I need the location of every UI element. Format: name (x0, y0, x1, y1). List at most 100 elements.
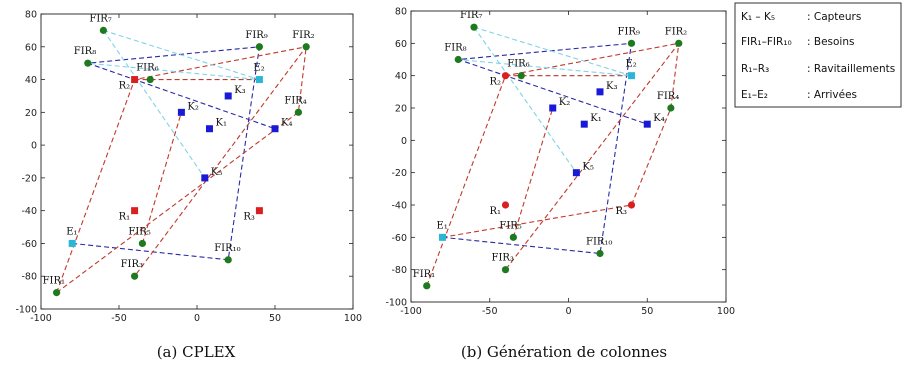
y-tick-label: 20 (25, 108, 37, 119)
fir1-label: FIR₁ (43, 276, 65, 287)
e2-marker (255, 76, 263, 84)
y-tick-label: -20 (21, 173, 37, 184)
k5-label: K₅ (211, 167, 222, 178)
y-tick-label: -80 (391, 265, 407, 276)
legend-key-besoins: FIR₁–FIR₁₀ (741, 36, 792, 48)
k2-marker (549, 104, 557, 112)
x-tick-label: 0 (194, 313, 200, 324)
plot-frame (40, 13, 354, 310)
fir3-label: FIR₃ (121, 259, 143, 270)
fir5-marker (138, 239, 146, 248)
legend-box: K₁ – K₅ : Capteurs FIR₁–FIR₁₀ : Besoins … (734, 2, 902, 108)
fir5-label: FIR₅ (128, 226, 150, 237)
route-cyan (102, 30, 206, 179)
k5-marker (201, 174, 209, 182)
r3-label: R₃ (616, 206, 628, 217)
route-red (426, 42, 681, 286)
y-tick-label: 40 (395, 71, 407, 82)
legend-desc-ravitaillements: : Ravitaillements (807, 63, 895, 75)
plot-frame (410, 10, 727, 303)
fir10-label: FIR₁₀ (214, 243, 240, 254)
fir2-label: FIR₂ (292, 30, 314, 41)
y-tick-label: 0 (31, 141, 37, 152)
fir6-marker (517, 72, 525, 80)
legend-desc-besoins: : Besoins (807, 36, 854, 48)
fir8-label: FIR₈ (444, 43, 466, 54)
k4-label: K₄ (653, 113, 664, 124)
route-red (56, 46, 307, 294)
legend-key-ravitaillements: R₁–R₃ (741, 63, 769, 75)
fir7-label: FIR₇ (89, 13, 111, 24)
y-tick-label: -60 (391, 233, 407, 244)
y-tick-label: -60 (21, 239, 37, 250)
fir4-marker (294, 108, 302, 116)
y-tick-label: -20 (391, 168, 407, 179)
r3-label: R₃ (243, 212, 255, 223)
route-red (56, 45, 308, 293)
r3-marker (627, 201, 636, 209)
fir6-marker (146, 75, 154, 84)
r1-marker (501, 201, 510, 209)
fir1-marker (53, 289, 61, 297)
fir7-marker (470, 23, 478, 31)
k2-label: K₂ (559, 97, 570, 108)
panel-caption: (a) CPLEX (157, 343, 236, 361)
k2-marker (177, 108, 185, 116)
e2-marker (628, 72, 635, 80)
fir9-label: FIR₉ (618, 26, 640, 37)
y-tick-label: 40 (25, 75, 37, 86)
fir2-marker (302, 43, 310, 51)
e1-marker (68, 239, 76, 247)
e1-label: E₁ (66, 226, 77, 237)
legend-desc-arrivees: : Arrivées (807, 89, 857, 101)
route-red (141, 112, 182, 244)
fir4-label: FIR₄ (657, 91, 679, 102)
k3-label: K₃ (234, 85, 245, 96)
x-tick-label: -100 (400, 306, 422, 317)
route-cyan (473, 26, 577, 174)
k1-marker (205, 125, 213, 133)
fir9-marker (627, 39, 636, 47)
y-tick-label: 0 (401, 136, 407, 147)
k1-marker (580, 120, 588, 128)
legend-frame (734, 2, 902, 108)
fir3-label: FIR₃ (492, 253, 514, 264)
r2-label: R₂ (119, 81, 131, 92)
y-tick-label: 20 (395, 104, 407, 115)
e1-marker (439, 233, 446, 241)
fir8-marker (454, 55, 462, 64)
fir1-label: FIR₁ (413, 269, 435, 280)
fir7-label: FIR₇ (460, 10, 482, 21)
e1-label: E₁ (437, 220, 448, 231)
fir4-label: FIR₄ (284, 95, 306, 106)
r1-label: R₁ (119, 212, 131, 223)
e2-label: E₂ (626, 59, 637, 70)
r1-marker (131, 207, 139, 215)
x-tick-label: -50 (111, 313, 127, 324)
y-tick-label: 80 (395, 7, 407, 18)
x-tick-label: 50 (641, 306, 653, 317)
route-blue (72, 46, 276, 261)
x-tick-label: 100 (344, 313, 362, 324)
fir3-marker (131, 272, 139, 280)
fir3-marker (501, 266, 510, 274)
fir2-marker (675, 39, 683, 47)
fir9-marker (255, 43, 263, 51)
fir5-marker (509, 233, 517, 241)
k4-marker (271, 125, 279, 133)
k5-marker (572, 169, 580, 177)
x-tick-label: 50 (269, 313, 281, 324)
k1-label: K₁ (590, 113, 601, 124)
fir5-label: FIR₅ (499, 220, 521, 231)
legend-desc-capteurs: : Capteurs (807, 11, 861, 23)
r2-marker (501, 72, 510, 80)
k3-marker (224, 92, 232, 100)
k5-label: K₅ (582, 162, 593, 173)
fir6-label: FIR₆ (136, 63, 158, 74)
k2-label: K₂ (187, 101, 198, 112)
fir8-label: FIR₈ (74, 46, 96, 57)
e2-label: E₂ (253, 63, 264, 74)
k4-marker (643, 120, 651, 128)
x-tick-label: -100 (30, 313, 52, 324)
